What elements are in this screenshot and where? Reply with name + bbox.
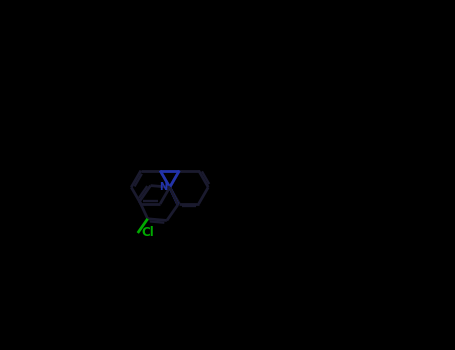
Text: N: N [159, 182, 167, 191]
Text: Cl: Cl [141, 226, 154, 239]
